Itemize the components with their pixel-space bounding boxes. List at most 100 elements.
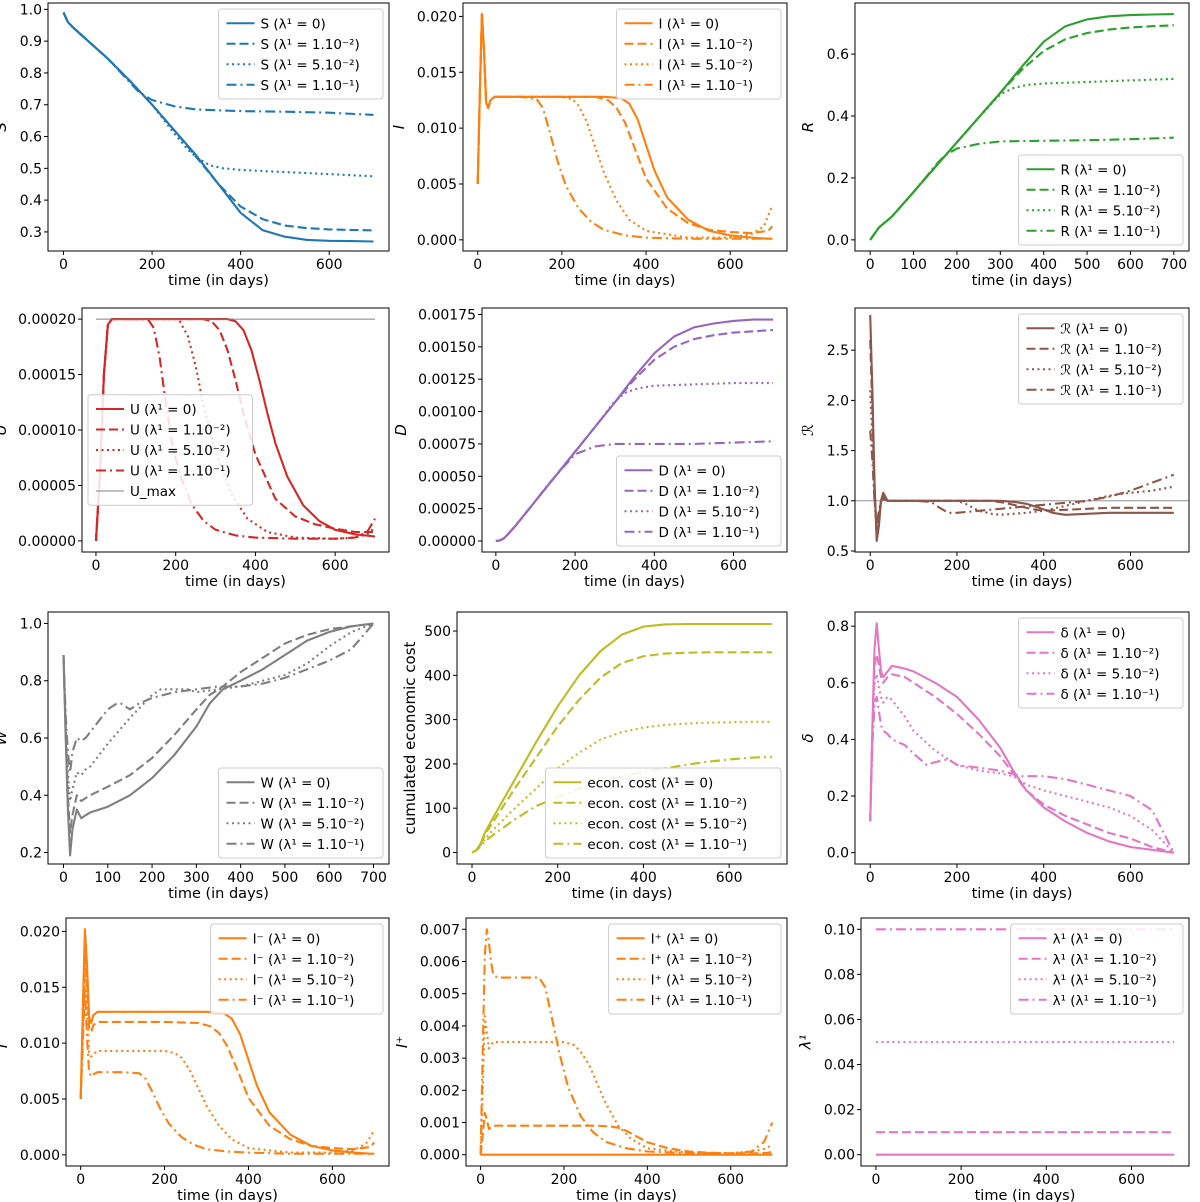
y-tick-label: 0.8 xyxy=(20,674,42,690)
x-tick-label: 400 xyxy=(235,1172,262,1188)
y-tick-label: 500 xyxy=(424,624,451,640)
x-tick-label: 600 xyxy=(316,257,343,273)
axes-frame xyxy=(465,917,788,1167)
y-axis-label: cumulated economic cost xyxy=(401,641,419,834)
x-tick-label: 0 xyxy=(91,558,100,574)
chart-panel-I: 0 200 400 600 0.000 0.005 0.010 0.015 0.020 time … xyxy=(390,2,788,289)
y-tick-label: 0.00050 xyxy=(418,469,476,485)
y-tick-label: 0.5 xyxy=(827,544,849,560)
x-tick-label: 600 xyxy=(1117,870,1144,886)
series-line-0 xyxy=(869,622,1174,854)
legend-label: ℛ (λ¹ = 1.10⁻¹) xyxy=(1061,383,1163,399)
x-tick-label: 100 xyxy=(900,257,927,273)
x-tick-label: 700 xyxy=(360,870,387,886)
series-line-3 xyxy=(476,13,773,240)
x-tick-label: 600 xyxy=(316,870,343,886)
series-line-1 xyxy=(869,653,1175,854)
y-tick-label: 0.00015 xyxy=(18,368,76,384)
x-tick-label: 0 xyxy=(866,870,875,886)
chart-panel-lambda: 0 200 400 600 0.00 0.02 0.04 0.06 0.08 0.10 time (… xyxy=(797,917,1190,1202)
x-tick-label: 500 xyxy=(272,870,299,886)
y-axis-label: ℛ xyxy=(799,424,817,436)
y-tick-label: 0.00075 xyxy=(418,437,476,453)
legend-label: ℛ (λ¹ = 5.10⁻²) xyxy=(1061,362,1163,378)
axes-frame xyxy=(854,307,1190,553)
x-tick-label: 300 xyxy=(987,257,1014,273)
series-line-2 xyxy=(869,390,1174,532)
x-tick-label: 300 xyxy=(183,870,210,886)
legend-label: W (λ¹ = 1.10⁻²) xyxy=(261,796,365,812)
legend-label: D (λ¹ = 1.10⁻¹) xyxy=(659,525,760,541)
x-tick-label: 200 xyxy=(162,558,189,574)
y-tick-label: 0.00000 xyxy=(418,534,476,550)
y-tick-label: 200 xyxy=(424,757,451,773)
x-tick-label: 400 xyxy=(633,257,660,273)
legend-label: ℛ (λ¹ = 1.10⁻²) xyxy=(1061,342,1163,358)
legend-label: econ. cost (λ¹ = 1.10⁻²) xyxy=(587,796,747,812)
series-line-3 xyxy=(869,695,1175,854)
legend: R (λ¹ = 0) R (λ¹ = 1.10⁻²) R (λ¹ = 5.10⁻²)… xyxy=(1018,154,1184,246)
y-tick-label: 0.00005 xyxy=(18,478,76,494)
y-tick-label: 0.020 xyxy=(417,9,457,25)
y-tick-label: 0.006 xyxy=(420,954,460,970)
legend-label: U (λ¹ = 1.10⁻¹) xyxy=(130,464,231,480)
y-tick-label: 400 xyxy=(424,668,451,684)
chart-panel-cost: 0 200 400 600 0 100 200 300 400 500 time (in days)… xyxy=(401,611,788,902)
series-line-2 xyxy=(62,622,374,803)
y-tick-label: 0.6 xyxy=(827,47,849,63)
legend-label: W (λ¹ = 0) xyxy=(261,775,331,791)
y-tick-label: 300 xyxy=(424,713,451,729)
y-tick-label: 0 xyxy=(442,845,451,861)
legend-label: λ¹ (λ¹ = 1.10⁻¹) xyxy=(1053,993,1157,1009)
x-tick-label: 0 xyxy=(866,558,875,574)
legend: U (λ¹ = 0) U (λ¹ = 1.10⁻²) U (λ¹ = 5.10⁻²)… xyxy=(87,394,253,506)
axes-frame xyxy=(47,2,390,252)
legend: I (λ¹ = 0) I (λ¹ = 1.10⁻²) I (λ¹ = 5.10⁻²)… xyxy=(616,8,782,100)
y-axis-label: U xyxy=(0,424,10,435)
y-tick-label: 0.003 xyxy=(420,1051,460,1067)
y-tick-label: 0.010 xyxy=(417,121,457,137)
y-tick-label: 1.5 xyxy=(827,444,849,460)
chart-panel-Iplus: 0 200 400 600 0.000 0.001 0.002 0.003 0.004 0.005… xyxy=(393,917,788,1202)
series-line-3 xyxy=(495,440,774,543)
x-tick-label: 0 xyxy=(59,257,68,273)
y-axis-label: S xyxy=(0,122,10,132)
legend-label: I⁺ (λ¹ = 1.10⁻¹) xyxy=(651,993,753,1009)
y-tick-label: 0.004 xyxy=(420,1019,460,1035)
x-axis-label: time (in days) xyxy=(572,886,673,902)
x-tick-label: 400 xyxy=(1030,257,1057,273)
legend-label: I⁺ (λ¹ = 0) xyxy=(651,931,719,947)
x-tick-label: 400 xyxy=(641,558,668,574)
series-line-1 xyxy=(62,12,374,232)
legend: S (λ¹ = 0) S (λ¹ = 1.10⁻²) S (λ¹ = 5.10⁻²)… xyxy=(218,8,384,100)
legend-label: ℛ (λ¹ = 0) xyxy=(1061,321,1128,337)
y-tick-label: 0.00175 xyxy=(418,307,476,323)
legend-label: D (λ¹ = 5.10⁻²) xyxy=(659,504,760,520)
y-tick-label: 0.000 xyxy=(417,233,457,249)
x-axis-label: time (in days) xyxy=(185,574,286,590)
y-tick-label: 0.6 xyxy=(20,731,42,747)
y-tick-label: 0.002 xyxy=(420,1083,460,1099)
y-tick-label: 0.00010 xyxy=(18,423,76,439)
legend-label: W (λ¹ = 5.10⁻²) xyxy=(261,816,365,832)
legend-label: U (λ¹ = 0) xyxy=(130,402,197,418)
y-tick-label: 1.0 xyxy=(20,2,42,18)
series-line-3 xyxy=(471,755,773,854)
x-tick-label: 400 xyxy=(227,870,254,886)
legend-label: δ (λ¹ = 1.10⁻¹) xyxy=(1061,687,1160,703)
legend-label: S (λ¹ = 1.10⁻¹) xyxy=(261,78,360,94)
chart-panel-W: 0 100 200 300 400 500 600 700 0.2 0.4 0.6 0.8 1.0 tim… xyxy=(0,611,390,902)
x-tick-label: 200 xyxy=(944,558,971,574)
series-line-0 xyxy=(62,622,374,857)
x-axis-label: time (in days) xyxy=(168,886,269,902)
x-tick-label: 200 xyxy=(151,1172,178,1188)
y-tick-label: 0.4 xyxy=(827,109,849,125)
x-tick-label: 400 xyxy=(1033,1172,1060,1188)
axes-frame xyxy=(481,307,788,553)
x-tick-label: 600 xyxy=(1117,257,1144,273)
x-tick-label: 200 xyxy=(944,257,971,273)
x-tick-label: 400 xyxy=(1030,558,1057,574)
y-tick-label: 0.005 xyxy=(420,987,460,1003)
y-tick-label: 1.0 xyxy=(20,616,42,632)
